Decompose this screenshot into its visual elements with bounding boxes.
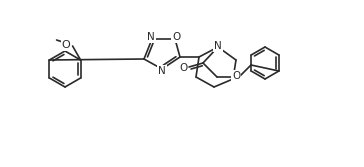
Text: N: N bbox=[214, 41, 222, 51]
Text: N: N bbox=[147, 32, 155, 42]
Text: O: O bbox=[179, 63, 187, 73]
Text: O: O bbox=[172, 32, 180, 42]
Text: O: O bbox=[232, 71, 240, 81]
Text: N: N bbox=[158, 66, 166, 76]
Text: O: O bbox=[61, 40, 70, 50]
